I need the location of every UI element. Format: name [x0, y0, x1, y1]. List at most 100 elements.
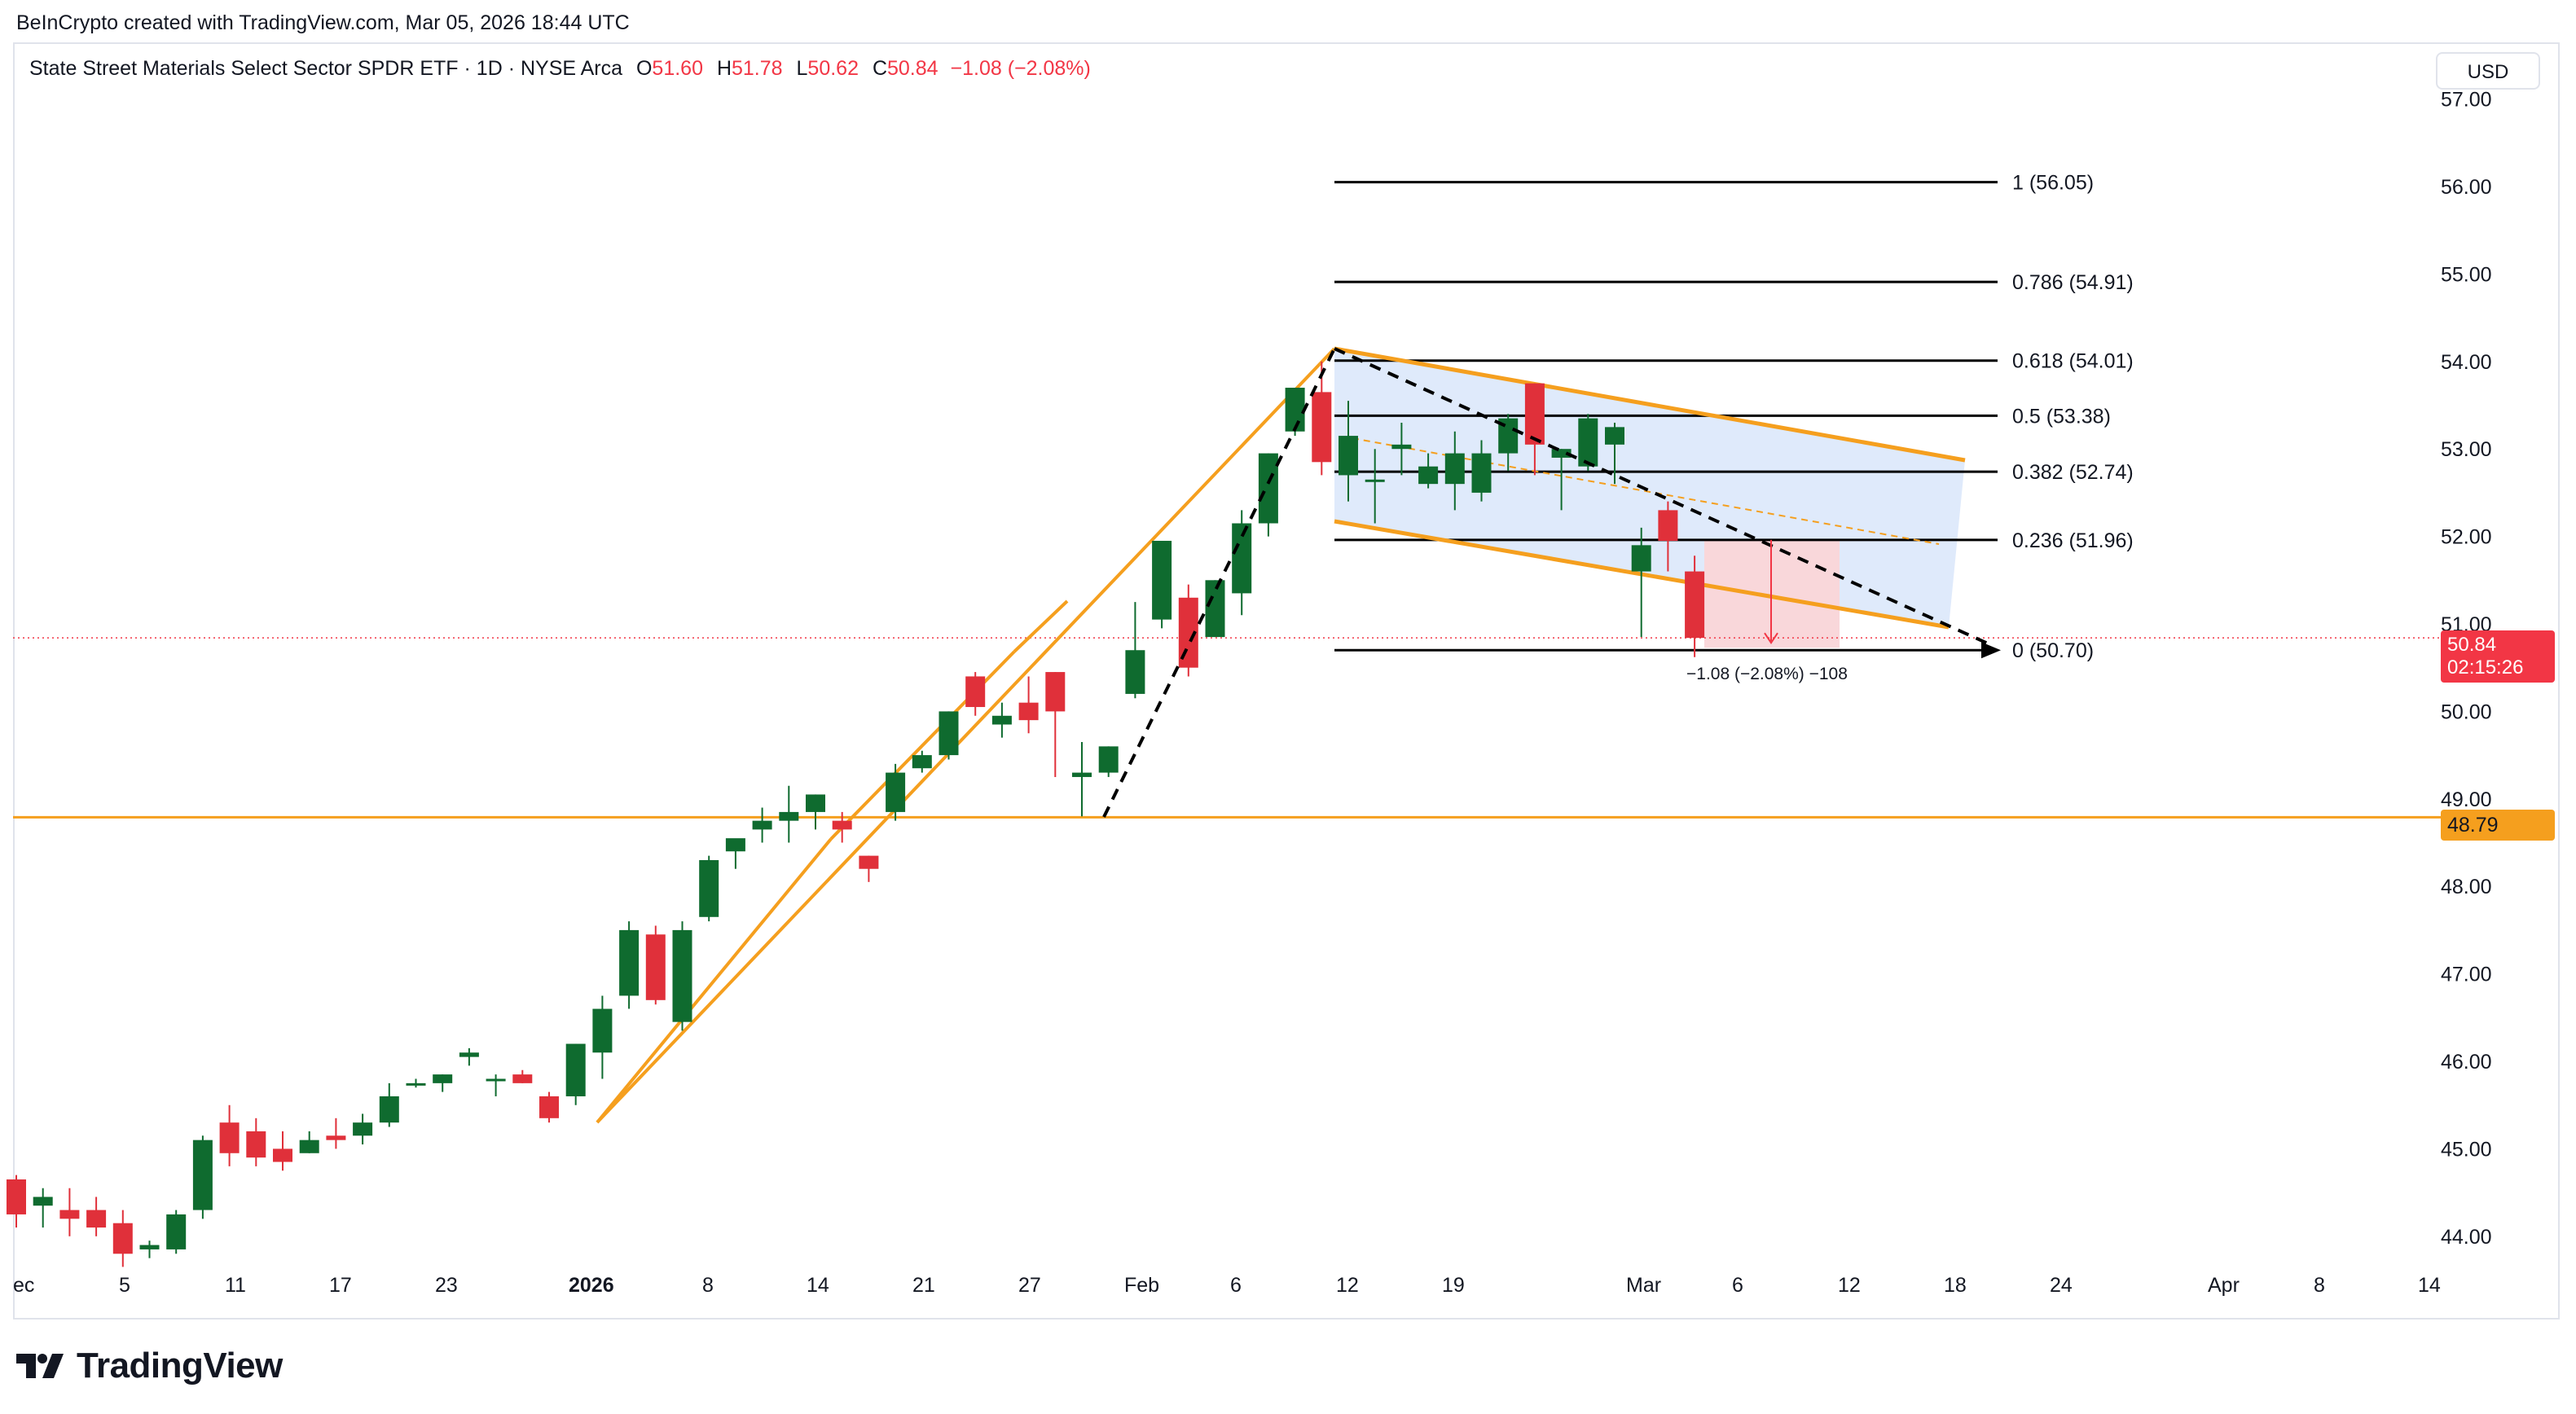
candle-up: [619, 921, 640, 1009]
candle-body: [1339, 436, 1358, 476]
candle-down: [112, 1210, 133, 1267]
candle-down: [965, 672, 986, 716]
candle-body: [1551, 449, 1572, 458]
candle-up: [1391, 422, 1412, 476]
y-axis-tick-label: 57.00: [2441, 89, 2492, 112]
x-axis-tick-label: 18: [1944, 1274, 1967, 1297]
candle-body: [1471, 453, 1492, 493]
close-label: C: [872, 57, 887, 80]
candle-up: [939, 711, 959, 760]
candle-body: [273, 1148, 292, 1162]
channel-upper-line: [1334, 346, 1966, 463]
x-axis-tick-label: 21: [912, 1274, 935, 1297]
y-axis-tick-label: 53.00: [2441, 438, 2492, 461]
x-axis-tick-label: 8: [2314, 1274, 2325, 1297]
x-axis-tick-label: 27: [1018, 1274, 1041, 1297]
candle-body: [33, 1197, 53, 1206]
candle-body: [1418, 466, 1439, 485]
candle-body: [1205, 580, 1225, 638]
x-axis-tick-label: 8: [702, 1274, 714, 1297]
candle-body: [7, 1179, 26, 1214]
candle-up: [1232, 510, 1252, 616]
fib-level-label: 1 (56.05): [2012, 172, 2094, 195]
x-axis-tick-label: 24: [2050, 1274, 2073, 1297]
candle-down: [832, 811, 852, 843]
high-label: H: [716, 57, 732, 80]
channel-mid-line: [1352, 437, 1940, 545]
fib-level-label: 0.786 (54.91): [2012, 271, 2134, 294]
candle-body: [406, 1082, 426, 1086]
candle-body: [1685, 571, 1705, 639]
candle-up: [1418, 453, 1439, 489]
candle-body: [1524, 383, 1545, 445]
candle-up: [565, 1043, 586, 1105]
candle-body: [299, 1140, 319, 1153]
y-axis-tick-label: 56.00: [2441, 176, 2492, 199]
candle-body: [139, 1245, 160, 1249]
candle-body: [1125, 650, 1145, 694]
candle-up: [886, 763, 906, 821]
tradingview-logo-icon: [16, 1354, 64, 1378]
fib-level-label: 0 (50.70): [2012, 639, 2094, 662]
candle-body: [1658, 510, 1678, 541]
candle-up: [699, 855, 719, 922]
candle-up: [1339, 401, 1358, 502]
candle-down: [219, 1104, 240, 1166]
candle-down: [86, 1197, 107, 1236]
candle-down: [1312, 361, 1332, 476]
candle-body: [512, 1074, 533, 1083]
candle-body: [672, 929, 692, 1022]
y-axis-tick-label: 50.00: [2441, 700, 2492, 723]
candle-body: [1312, 392, 1332, 463]
candle-up: [1631, 527, 1651, 638]
y-axis-tick-label: 46.00: [2441, 1051, 2492, 1074]
candle-body: [645, 934, 666, 1000]
candle-down: [1018, 676, 1039, 734]
candle-up: [1285, 388, 1305, 437]
candle-body: [779, 811, 799, 821]
candle-body: [1285, 388, 1305, 432]
tradingview-logo[interactable]: TradingView: [16, 1346, 283, 1386]
candle-body: [1365, 479, 1385, 482]
x-axis-tick-label: 14: [807, 1274, 829, 1297]
y-axis-tick-label: 52.00: [2441, 526, 2492, 549]
candle-body: [166, 1214, 187, 1249]
x-axis-tick-label: 14: [2418, 1274, 2441, 1297]
candle-body: [326, 1135, 346, 1140]
candle-body: [725, 838, 745, 852]
flagpole-lower-line-a: [829, 650, 1016, 841]
change-value: −1.08 (−2.08%): [950, 57, 1091, 80]
fib-level-label: 0.5 (53.38): [2012, 405, 2111, 428]
open-value: 51.60: [652, 57, 703, 80]
candle-body: [1391, 444, 1412, 450]
candle-body: [486, 1078, 506, 1082]
currency-button[interactable]: USD: [2436, 52, 2540, 90]
candle-body: [219, 1122, 240, 1153]
fib-level-label: 0.236 (51.96): [2012, 529, 2134, 552]
low-label: L: [796, 57, 808, 80]
last-price-value: 50.84: [2447, 634, 2497, 656]
candle-body: [859, 855, 879, 869]
y-axis-tick-label: 44.00: [2441, 1226, 2492, 1249]
symbol-legend[interactable]: State Street Materials Select Sector SPD…: [29, 57, 1091, 81]
candle-body: [886, 772, 906, 812]
candle-body: [112, 1223, 133, 1254]
candle-up: [299, 1131, 319, 1153]
candle-body: [752, 820, 772, 830]
candle-up: [1098, 746, 1119, 777]
chart-frame: [13, 42, 2560, 1320]
candle-up: [672, 921, 692, 1031]
candle-body: [1098, 746, 1119, 773]
candle-up: [779, 785, 799, 843]
candle-up: [752, 807, 772, 843]
symbol-title: State Street Materials Select Sector SPD…: [29, 57, 623, 80]
candle-body: [1578, 418, 1598, 467]
x-axis-tick-label: 12: [1838, 1274, 1861, 1297]
candle-body: [1072, 772, 1092, 777]
candle-body: [806, 794, 825, 812]
candle-up: [912, 750, 932, 773]
candle-up: [353, 1113, 373, 1145]
x-axis-tick-label: ec: [13, 1274, 34, 1297]
candle-up: [406, 1078, 426, 1088]
